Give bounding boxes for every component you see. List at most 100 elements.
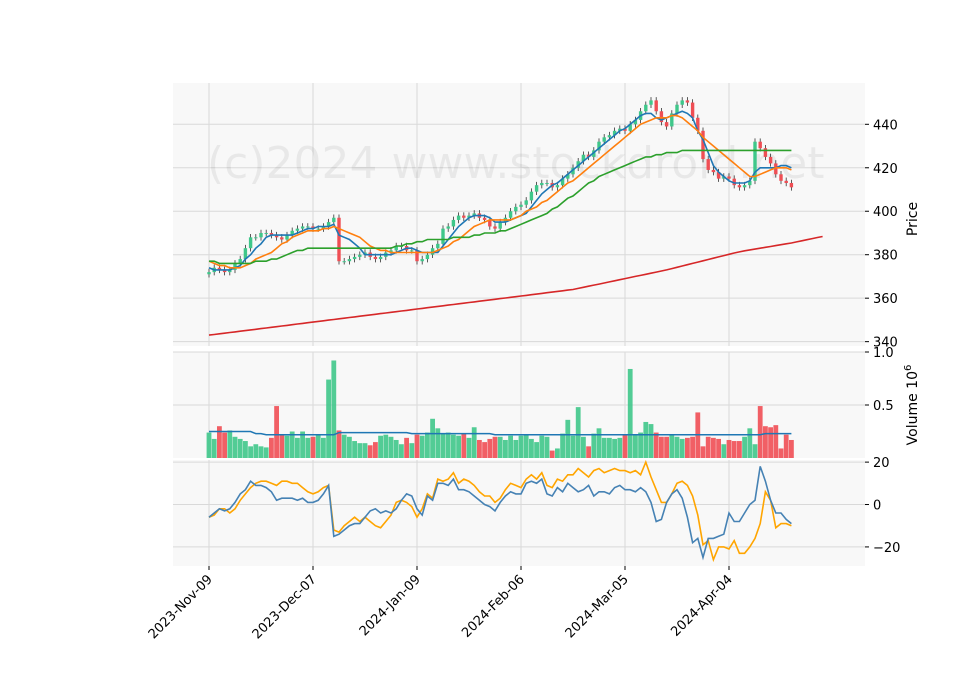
volume-bar	[217, 426, 222, 458]
volume-tick-label: 1.0	[873, 346, 894, 361]
volume-bar	[705, 436, 711, 458]
volume-bar	[518, 435, 524, 458]
candle-body	[410, 250, 414, 252]
volume-axis-title: Volume 106	[903, 365, 921, 446]
volume-bar	[664, 436, 669, 458]
volume-bar	[601, 437, 607, 458]
candle-body	[675, 104, 679, 114]
candle-body	[337, 217, 341, 262]
volume-bar	[648, 424, 654, 458]
volume-bar	[269, 437, 274, 458]
candle-body	[784, 180, 788, 183]
candle-body	[592, 150, 596, 157]
volume-bar	[633, 434, 638, 458]
volume-bar	[513, 439, 519, 458]
candle-body	[373, 256, 378, 260]
price-ma-line	[208, 235, 823, 336]
volume-bar	[617, 437, 623, 458]
x-tick-label: 2023-Nov-09	[146, 572, 216, 642]
volume-bar	[612, 438, 617, 458]
volume-bar	[549, 450, 555, 458]
candle-body	[534, 185, 539, 192]
volume-bar	[310, 436, 316, 458]
volume-bar	[596, 428, 602, 458]
volume-bar	[232, 436, 238, 458]
volume-bar	[243, 441, 248, 458]
candle-body	[654, 100, 658, 112]
candle-body	[321, 226, 326, 229]
volume-tick-label: 0.5	[873, 399, 894, 414]
volume-bar	[425, 432, 430, 458]
candle-body	[389, 250, 393, 253]
volume-panel	[206, 360, 794, 458]
volume-bar	[331, 360, 337, 458]
candle-body	[394, 246, 398, 251]
price-ma-line	[208, 114, 792, 269]
candle-body	[467, 215, 471, 218]
volume-bar	[326, 379, 331, 458]
volume-bar	[284, 435, 290, 458]
volume-ma-line	[209, 430, 792, 436]
volume-bar	[586, 446, 591, 458]
candle-body	[768, 156, 773, 164]
volume-bar	[258, 446, 264, 458]
price-tick-label: 420	[873, 162, 898, 177]
candle-body	[243, 248, 248, 260]
volume-bar	[581, 436, 586, 458]
candle-body	[217, 267, 222, 270]
volume-bar	[305, 437, 311, 458]
volume-bar	[237, 438, 243, 458]
candle-body	[378, 256, 383, 260]
candle-body	[742, 185, 747, 188]
candle-body	[259, 232, 263, 238]
volume-bar	[591, 433, 597, 458]
candle-body	[228, 269, 232, 273]
candle-body	[332, 217, 336, 223]
volume-bar	[721, 444, 727, 458]
volume-bar	[674, 436, 680, 458]
candle-body	[701, 130, 705, 160]
candle-body	[451, 219, 456, 227]
candle-body	[482, 217, 487, 220]
volume-bar	[659, 436, 664, 458]
volume-bar	[607, 437, 612, 458]
volume-bar	[414, 434, 420, 458]
volume-bar	[222, 432, 227, 458]
candle-body	[352, 256, 357, 260]
candle-body	[540, 182, 544, 186]
volume-bar	[492, 436, 498, 458]
volume-bar	[679, 438, 685, 458]
volume-bar	[362, 443, 368, 458]
candle-body	[519, 204, 523, 207]
candle-body	[727, 176, 731, 179]
volume-bar	[295, 437, 300, 458]
volume-bar	[451, 434, 456, 458]
candle-body	[748, 180, 752, 186]
candle-body	[659, 111, 664, 123]
candle-body	[456, 215, 461, 220]
volume-bar	[643, 421, 649, 458]
oscillator-line	[208, 459, 792, 563]
candle-body	[685, 100, 690, 103]
candle-body	[597, 141, 601, 151]
candle-body	[311, 226, 315, 229]
price-panel-background	[173, 83, 865, 346]
candle-body	[430, 248, 435, 255]
candle-body	[280, 237, 284, 240]
volume-bar	[534, 442, 539, 458]
volume-bar	[456, 435, 461, 458]
candle-body	[706, 159, 710, 170]
volume-bar	[789, 439, 794, 458]
candle-body	[774, 163, 778, 175]
volume-bar	[248, 446, 253, 458]
candle-body	[649, 100, 653, 105]
volume-bar	[321, 437, 326, 458]
candle-body	[524, 200, 528, 205]
price-tick-label: 340	[873, 336, 898, 351]
candle-body	[680, 100, 684, 105]
volume-bar	[653, 432, 659, 458]
candle-body	[571, 167, 575, 175]
volume-bar	[336, 430, 342, 458]
volume-bar	[716, 438, 721, 458]
volume-bar	[445, 432, 451, 458]
